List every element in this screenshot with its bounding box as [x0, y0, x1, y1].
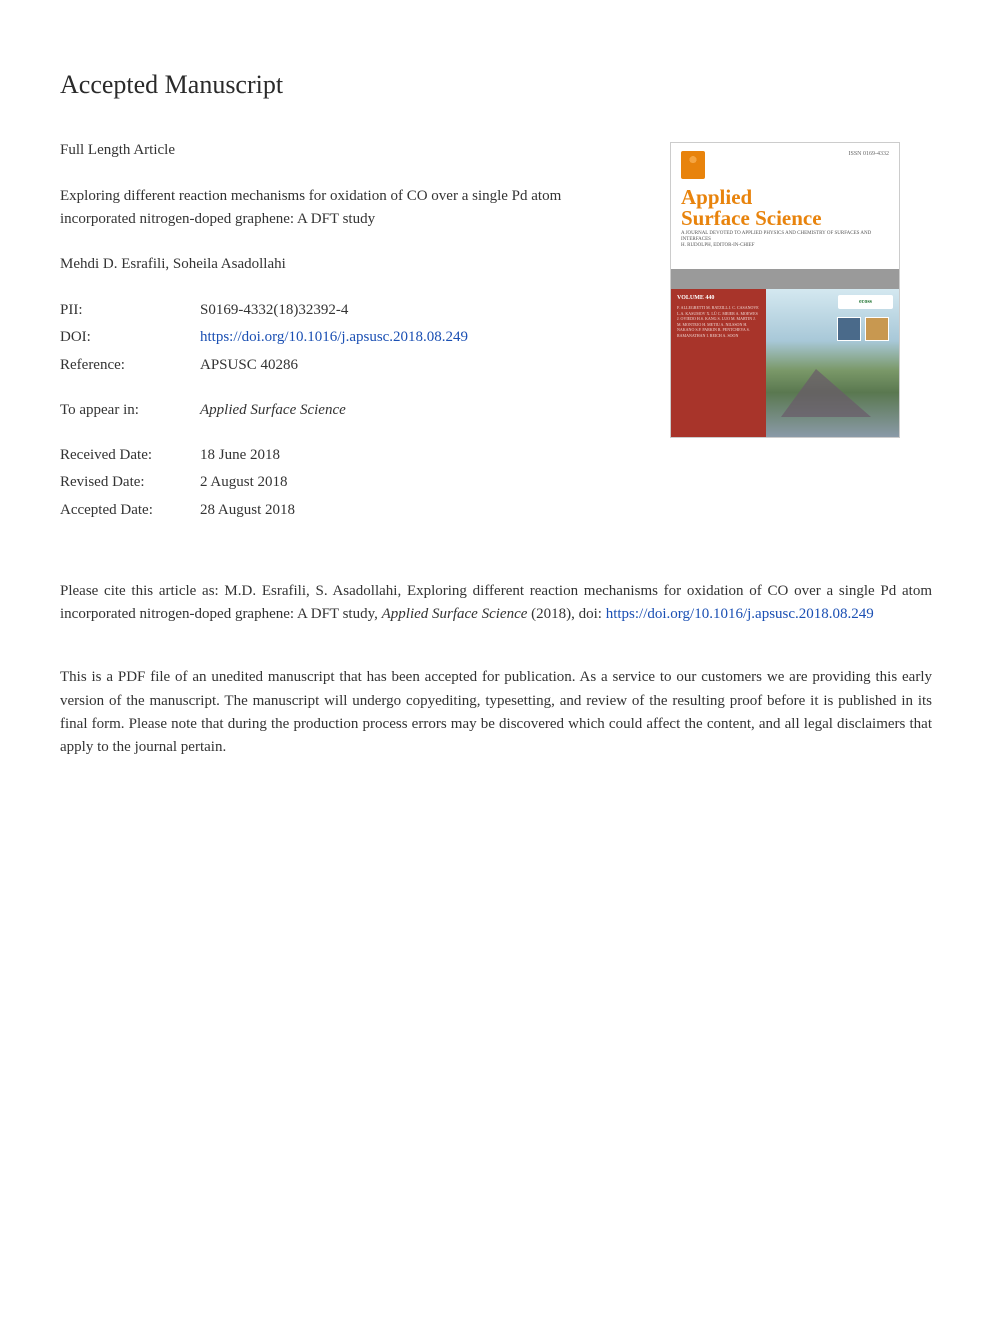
- cover-square-icon: [865, 317, 889, 341]
- cover-issn: ISSN 0169-4332: [848, 151, 889, 157]
- meta-row-pii: PII: S0169-4332(18)32392-4: [60, 299, 640, 322]
- doi-link[interactable]: https://doi.org/10.1016/j.apsusc.2018.08…: [200, 329, 468, 345]
- citation-year: (2018), doi:: [527, 606, 605, 622]
- cover-volume: VOLUME 440: [677, 295, 760, 301]
- meta-value: 18 June 2018: [200, 444, 280, 467]
- meta-label: DOI:: [60, 326, 200, 349]
- cover-journal-line2: Surface Science: [681, 208, 889, 229]
- article-type: Full Length Article: [60, 142, 640, 159]
- cover-editor-text: H. RUDOLPH, EDITOR-IN-CHIEF: [681, 243, 755, 248]
- cover-subtitle-text: A JOURNAL DEVOTED TO APPLIED PHYSICS AND…: [681, 231, 871, 242]
- cover-landscape: ecoss: [766, 289, 899, 437]
- citation-doi-link[interactable]: https://doi.org/10.1016/j.apsusc.2018.08…: [606, 606, 874, 622]
- elsevier-logo-icon: [681, 151, 705, 179]
- meta-label: Revised Date:: [60, 471, 200, 494]
- meta-row-revised: Revised Date: 2 August 2018: [60, 471, 640, 494]
- cover-image-area: VOLUME 440 F. ALLEGRETTI M. BATZILL J. C…: [671, 269, 899, 437]
- meta-value: https://doi.org/10.1016/j.apsusc.2018.08…: [200, 326, 468, 349]
- cover-red-panel: VOLUME 440 F. ALLEGRETTI M. BATZILL J. C…: [671, 289, 766, 437]
- citation-text: Please cite this article as: M.D. Esrafi…: [60, 580, 932, 627]
- meta-label: Accepted Date:: [60, 499, 200, 522]
- meta-label: To appear in:: [60, 399, 200, 422]
- cover-top: ISSN 0169-4332: [671, 143, 899, 183]
- meta-label: Reference:: [60, 354, 200, 377]
- cover-square-icon: [837, 317, 861, 341]
- meta-value: 2 August 2018: [200, 471, 288, 494]
- meta-value: 28 August 2018: [200, 499, 295, 522]
- disclaimer-text: This is a PDF file of an unedited manusc…: [60, 666, 932, 759]
- cover-subtitle: A JOURNAL DEVOTED TO APPLIED PHYSICS AND…: [671, 229, 899, 255]
- cover-mountain-icon: [781, 369, 871, 417]
- cover-squares: [837, 317, 889, 341]
- cover-journal-line1: Applied: [681, 187, 889, 208]
- left-column: Full Length Article Exploring different …: [60, 142, 640, 544]
- journal-cover: ISSN 0169-4332 Applied Surface Science A…: [670, 142, 900, 438]
- meta-label: PII:: [60, 299, 200, 322]
- content-wrap: Full Length Article Exploring different …: [60, 142, 932, 544]
- article-authors: Mehdi D. Esrafili, Soheila Asadollahi: [60, 256, 640, 273]
- cover-editor-names: F. ALLEGRETTI M. BATZILL J. C. CASANOVE …: [677, 305, 760, 339]
- article-title: Exploring different reaction mechanisms …: [60, 185, 590, 230]
- meta-label: Received Date:: [60, 444, 200, 467]
- meta-row-received: Received Date: 18 June 2018: [60, 444, 640, 467]
- cover-journal-name: Applied Surface Science: [671, 187, 899, 229]
- meta-table: PII: S0169-4332(18)32392-4 DOI: https://…: [60, 299, 640, 522]
- meta-value: S0169-4332(18)32392-4: [200, 299, 348, 322]
- right-column: ISSN 0169-4332 Applied Surface Science A…: [670, 142, 900, 544]
- citation-journal: Applied Surface Science: [382, 606, 528, 622]
- cover-ecoss-badge: ecoss: [838, 295, 893, 309]
- cover-banner: [671, 269, 899, 289]
- meta-row-appear: To appear in: Applied Surface Science: [60, 399, 640, 422]
- meta-row-accepted: Accepted Date: 28 August 2018: [60, 499, 640, 522]
- meta-row-doi: DOI: https://doi.org/10.1016/j.apsusc.20…: [60, 326, 640, 349]
- meta-value: APSUSC 40286: [200, 354, 298, 377]
- meta-value: Applied Surface Science: [200, 399, 346, 422]
- meta-row-reference: Reference: APSUSC 40286: [60, 354, 640, 377]
- page-title: Accepted Manuscript: [60, 70, 932, 100]
